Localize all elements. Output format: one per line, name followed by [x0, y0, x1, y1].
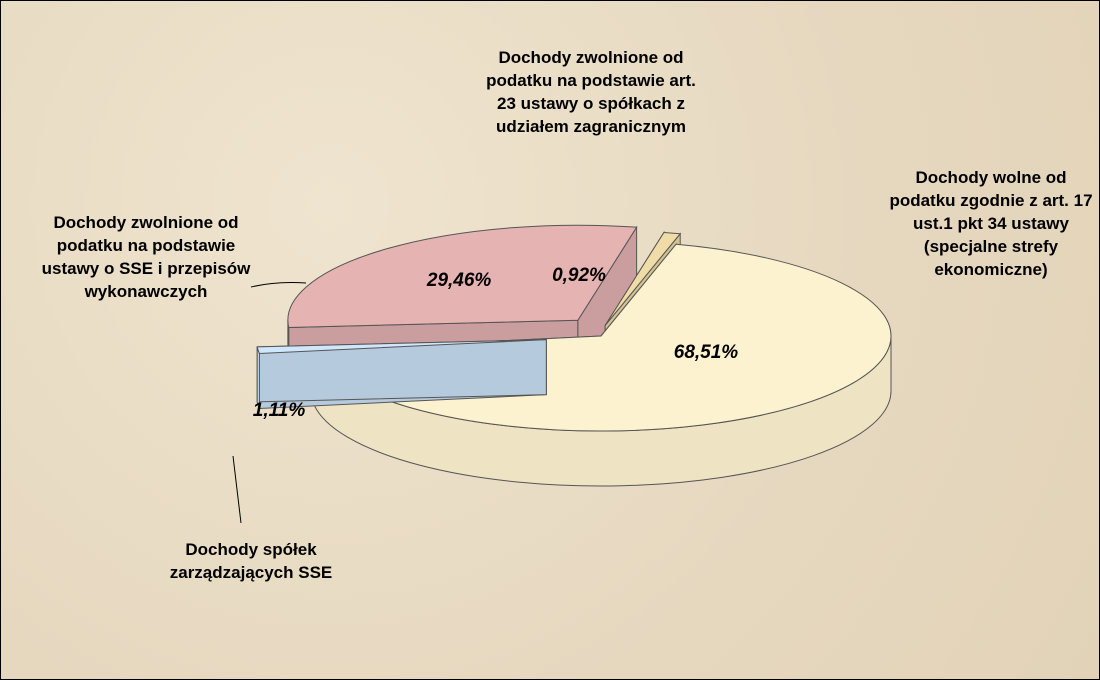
slice-label: Dochody spółek zarządzających SSE — [169, 540, 333, 582]
pie-slice — [287, 224, 638, 328]
slice-label: Dochody wolne od podatku zgodnie z art. … — [889, 168, 1093, 279]
slice-label: Dochody zwolnione od podatku na podstawi… — [41, 213, 251, 301]
value-label: 0,92% — [552, 265, 606, 286]
leader-line — [250, 282, 307, 288]
value-label: 29,46% — [426, 270, 492, 291]
slice-label: Dochody zwolnione od podatku na podstawi… — [486, 48, 696, 136]
leader-line — [232, 455, 242, 524]
value-label: 68,51% — [674, 342, 739, 363]
pie-slice — [604, 231, 682, 326]
pie-slice — [256, 339, 547, 354]
value-label: 1,11% — [253, 400, 306, 421]
